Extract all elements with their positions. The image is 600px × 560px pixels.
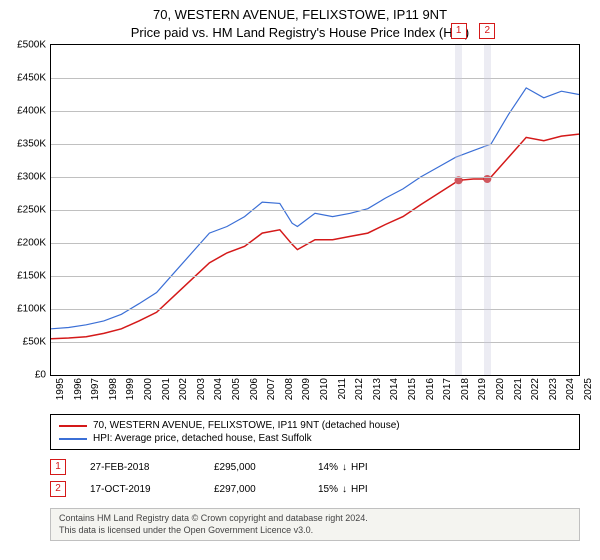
transaction-diff: 15% ↓ HPI [318, 484, 368, 495]
ytick-label: £100K [0, 304, 46, 315]
transaction-date: 27-FEB-2018 [90, 462, 190, 473]
transaction-badge: 2 [50, 481, 66, 497]
chart-title: 70, WESTERN AVENUE, FELIXSTOWE, IP11 9NT… [0, 0, 600, 41]
transaction-price: £295,000 [214, 462, 294, 473]
ytick-label: £300K [0, 172, 46, 183]
transaction-row: 2 17-OCT-2019 £297,000 15% ↓ HPI [50, 478, 580, 500]
series-line-hpi [51, 88, 579, 329]
transaction-badge: 1 [50, 459, 66, 475]
transaction-price: £297,000 [214, 484, 294, 495]
title-line1: 70, WESTERN AVENUE, FELIXSTOWE, IP11 9NT [0, 6, 600, 24]
ytick-label: £250K [0, 205, 46, 216]
gridline-h [51, 309, 579, 310]
legend-swatch-hpi [59, 438, 87, 440]
transaction-diff: 14% ↓ HPI [318, 462, 368, 473]
footer-line1: Contains HM Land Registry data © Crown c… [59, 513, 571, 525]
diff-label: HPI [351, 462, 368, 473]
transaction-date: 17-OCT-2019 [90, 484, 190, 495]
gridline-h [51, 342, 579, 343]
ytick-label: £400K [0, 106, 46, 117]
diff-pct: 14% [318, 462, 338, 473]
diff-pct: 15% [318, 484, 338, 495]
attribution-footer: Contains HM Land Registry data © Crown c… [50, 508, 580, 541]
chart-plot-area: 12 [50, 44, 580, 376]
ytick-label: £450K [0, 73, 46, 84]
legend-swatch-property [59, 425, 87, 427]
gridline-h [51, 111, 579, 112]
series-line-property [51, 134, 579, 339]
legend-row-hpi: HPI: Average price, detached house, East… [59, 432, 571, 445]
gridline-h [51, 177, 579, 178]
ytick-label: £350K [0, 139, 46, 150]
xtick-label: 2025 [583, 378, 600, 400]
sale-marker-flag: 2 [479, 23, 495, 39]
footer-line2: This data is licensed under the Open Gov… [59, 525, 571, 537]
sale-marker-band [484, 45, 491, 375]
diff-label: HPI [351, 484, 368, 495]
arrow-down-icon: ↓ [342, 484, 347, 495]
sale-marker-band [455, 45, 462, 375]
transaction-row: 1 27-FEB-2018 £295,000 14% ↓ HPI [50, 456, 580, 478]
gridline-h [51, 243, 579, 244]
legend-box: 70, WESTERN AVENUE, FELIXSTOWE, IP11 9NT… [50, 414, 580, 450]
gridline-h [51, 78, 579, 79]
transactions-table: 1 27-FEB-2018 £295,000 14% ↓ HPI 2 17-OC… [50, 456, 580, 500]
ytick-label: £150K [0, 271, 46, 282]
gridline-h [51, 144, 579, 145]
sale-marker-flag: 1 [451, 23, 467, 39]
arrow-down-icon: ↓ [342, 462, 347, 473]
legend-label-hpi: HPI: Average price, detached house, East… [93, 433, 312, 444]
title-line2: Price paid vs. HM Land Registry's House … [0, 24, 600, 42]
legend-row-property: 70, WESTERN AVENUE, FELIXSTOWE, IP11 9NT… [59, 419, 571, 432]
ytick-label: £50K [0, 337, 46, 348]
gridline-h [51, 210, 579, 211]
ytick-label: £500K [0, 40, 46, 51]
gridline-h [51, 276, 579, 277]
legend-label-property: 70, WESTERN AVENUE, FELIXSTOWE, IP11 9NT… [93, 420, 400, 431]
ytick-label: £0 [0, 370, 46, 381]
ytick-label: £200K [0, 238, 46, 249]
